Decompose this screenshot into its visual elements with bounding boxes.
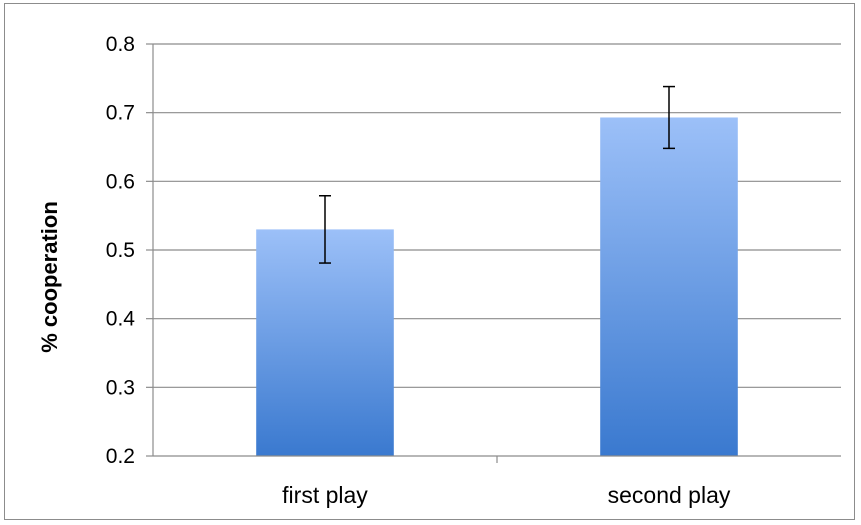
y-tick-label: 0.3 bbox=[106, 376, 135, 399]
y-tick-label: 0.8 bbox=[106, 33, 135, 56]
y-axis-title: % cooperation bbox=[37, 201, 62, 353]
error-bars bbox=[319, 85, 675, 264]
y-tick-label: 0.6 bbox=[106, 170, 135, 193]
x-tick-label: second play bbox=[608, 482, 731, 508]
bars bbox=[256, 117, 738, 457]
bar bbox=[256, 229, 394, 456]
y-tick-label: 0.5 bbox=[106, 239, 135, 262]
tick-labels: 0.2 0.3 0.4 0.5 0.6 0.7 0.8 first play second pl… bbox=[106, 33, 731, 508]
axes bbox=[146, 43, 841, 463]
y-tick-label: 0.4 bbox=[106, 308, 136, 331]
bar bbox=[600, 117, 738, 457]
x-tick-label: first play bbox=[282, 482, 368, 508]
y-tick-label: 0.2 bbox=[106, 445, 135, 468]
y-tick-label: 0.7 bbox=[106, 102, 135, 125]
